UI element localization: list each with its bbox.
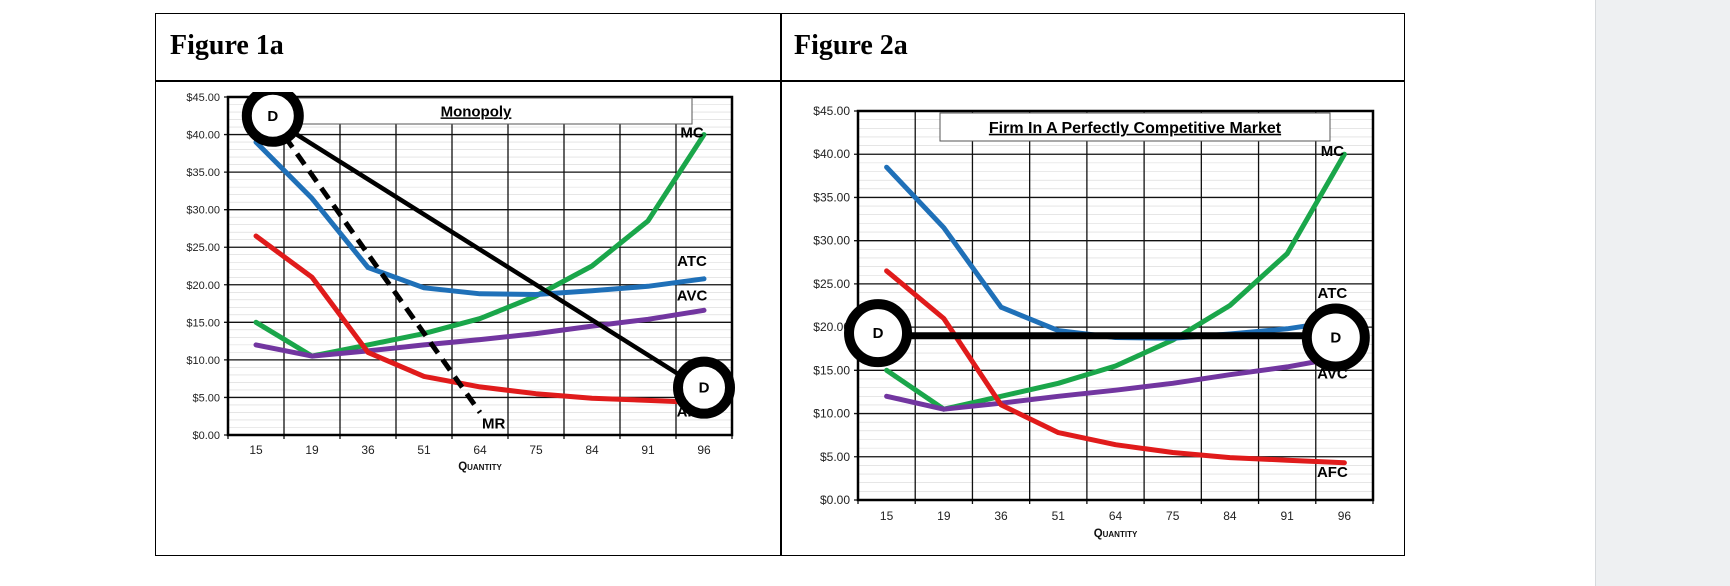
demand-marker-label: D	[699, 380, 710, 397]
series-atc-line	[253, 139, 707, 297]
y-tick-label: $20.00	[186, 280, 220, 292]
x-tick-label: 36	[994, 509, 1008, 523]
demand-marker-label: D	[873, 325, 884, 342]
demand-marker-circle	[673, 356, 735, 419]
y-tick-label: $10.00	[813, 407, 850, 421]
y-tick-label: $15.00	[186, 317, 220, 329]
y-tick-label: $45.00	[186, 92, 220, 104]
series-afc-line	[884, 268, 1347, 466]
chart-title: Firm In A Perfectly Competitive Market	[989, 120, 1282, 137]
series-avc-label: AVC	[677, 287, 708, 304]
x-tick-label: 64	[1109, 509, 1123, 523]
y-tick-label: $10.00	[186, 355, 220, 367]
x-axis-title: Quantity	[458, 461, 502, 473]
series-afc-line	[253, 233, 707, 406]
x-tick-label: 84	[1223, 509, 1237, 523]
y-tick-label: $35.00	[813, 190, 850, 204]
y-tick-label: $0.00	[820, 493, 850, 507]
row-divider	[156, 80, 1404, 82]
x-tick-label: 36	[361, 443, 375, 457]
x-tick-label: 15	[249, 443, 263, 457]
figure-table: Figure 1a Figure 2a	[155, 13, 1405, 556]
demand-marker-label: D	[1330, 329, 1341, 346]
y-tick-label: $5.00	[192, 392, 220, 404]
series-afc-label: AFC	[1317, 464, 1348, 481]
y-tick-label: $40.00	[813, 147, 850, 161]
demand-marker-circle	[1301, 303, 1370, 372]
series-atc-label: ATC	[1318, 285, 1348, 302]
y-tick-label: $15.00	[813, 363, 850, 377]
series-avc-line	[253, 307, 707, 359]
x-tick-label: 84	[585, 443, 599, 457]
perfect-competition-chart: $0.00 $5.00 $10.00 $15.00 $20.00 $25.00 $30.00…	[813, 104, 1375, 540]
chart-title-box	[939, 112, 1331, 142]
y-tick-label: $40.00	[186, 130, 220, 142]
series-mr-line	[270, 118, 483, 414]
chart-title-box	[259, 97, 693, 125]
x-tick-label: 75	[529, 443, 543, 457]
x-tick-label: 51	[417, 443, 431, 457]
x-tick-label: 51	[1052, 509, 1066, 523]
demand-marker-label: D	[267, 108, 278, 125]
series-avc-line	[884, 354, 1347, 412]
plot-frame	[226, 95, 734, 437]
series-mr-label: MR	[482, 415, 505, 432]
y-tick-label: $45.00	[813, 104, 850, 118]
series-atc-label: ATC	[677, 253, 707, 270]
y-tick-label: $30.00	[186, 205, 220, 217]
x-tick-label: 91	[641, 443, 655, 457]
y-tick-label: $5.00	[820, 450, 850, 464]
plot-frame	[856, 109, 1375, 502]
y-tick-label: $35.00	[186, 167, 220, 179]
figure-1a-heading: Figure 1a	[170, 30, 284, 61]
series-mc-label: MC	[680, 125, 703, 142]
y-tick-label: $25.00	[186, 242, 220, 254]
x-tick-label: 96	[1338, 509, 1352, 523]
x-tick-label: 75	[1166, 509, 1180, 523]
y-tick-label: $30.00	[813, 234, 850, 248]
minor-grid	[228, 96, 732, 436]
minor-grid	[858, 110, 1373, 501]
demand-marker-circle	[241, 92, 304, 147]
column-divider	[780, 14, 782, 555]
demand-marker-circle	[844, 299, 913, 368]
side-panel	[1595, 0, 1730, 586]
x-tick-label: 64	[473, 443, 487, 457]
x-tick-label: 15	[880, 509, 894, 523]
x-tick-label: 19	[305, 443, 319, 457]
chart-title: Monopoly	[441, 103, 512, 120]
series-d-line	[270, 117, 712, 396]
figure-2a-heading: Figure 2a	[794, 30, 908, 61]
x-tick-label: 96	[697, 443, 711, 457]
x-axis-title: Quantity	[1094, 528, 1138, 540]
monopoly-chart: $0.00 $5.00 $10.00 $15.00 $20.00 $25.00 $30.00…	[186, 92, 735, 473]
series-mc-label: MC	[1321, 143, 1344, 160]
series-atc-line	[884, 164, 1347, 341]
x-tick-label: 91	[1280, 509, 1294, 523]
y-tick-label: $25.00	[813, 277, 850, 291]
y-tick-label: $0.00	[192, 430, 220, 442]
x-tick-label: 19	[937, 509, 951, 523]
y-tick-label: $20.00	[813, 320, 850, 334]
